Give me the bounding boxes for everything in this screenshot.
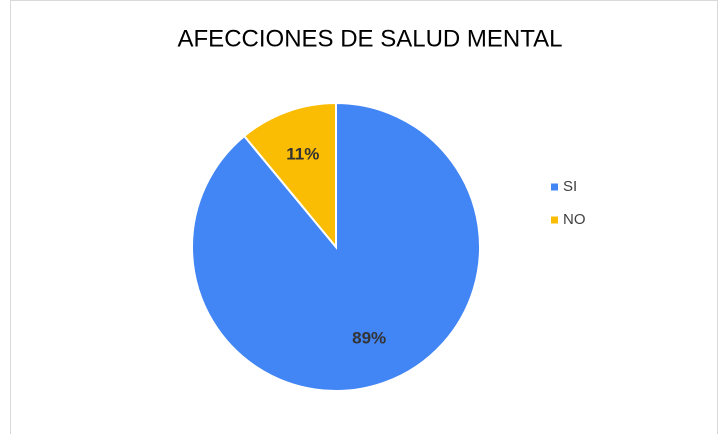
legend-swatch bbox=[551, 216, 558, 224]
legend-label: NO bbox=[563, 211, 586, 228]
legend-label: SI bbox=[563, 178, 577, 195]
chart-title: AFECCIONES DE SALUD MENTAL bbox=[178, 25, 563, 52]
data-label: 11% bbox=[286, 144, 319, 163]
pie-slice bbox=[242, 101, 337, 250]
data-label: 89% bbox=[352, 329, 386, 348]
legend-swatch bbox=[551, 183, 558, 191]
